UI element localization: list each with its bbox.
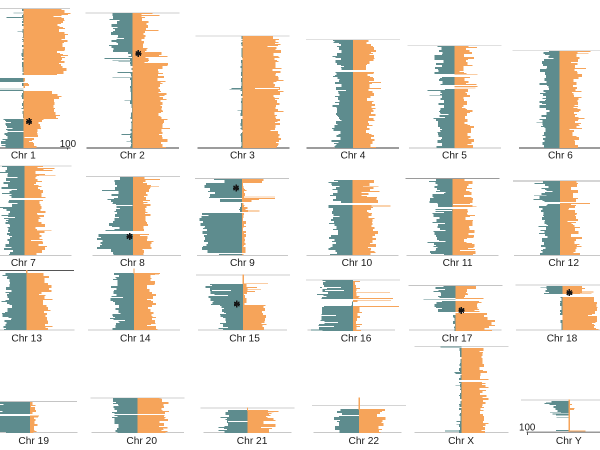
svg-text:Chr 19: Chr 19 (18, 436, 49, 447)
svg-text:Chr 20: Chr 20 (126, 436, 157, 447)
svg-text:Chr 11: Chr 11 (443, 258, 473, 269)
svg-text:Chr 4: Chr 4 (341, 150, 366, 161)
svg-text:Chr 12: Chr 12 (548, 258, 579, 269)
svg-text:Chr 17: Chr 17 (442, 334, 473, 345)
svg-text:100: 100 (60, 139, 77, 150)
svg-text:Chr 15: Chr 15 (229, 334, 260, 345)
svg-text:Chr 2: Chr 2 (120, 150, 145, 161)
svg-text:Chr 10: Chr 10 (342, 258, 373, 269)
svg-text:Chr 7: Chr 7 (11, 258, 36, 269)
svg-text:Chr X: Chr X (448, 436, 474, 447)
svg-text:Chr 5: Chr 5 (442, 150, 467, 161)
svg-text:Chr 6: Chr 6 (548, 150, 573, 161)
svg-text:100: 100 (519, 423, 536, 434)
svg-text:Chr 13: Chr 13 (11, 334, 42, 345)
svg-text:Chr 14: Chr 14 (120, 334, 151, 345)
svg-text:Chr 3: Chr 3 (230, 150, 255, 161)
svg-text:Chr 9: Chr 9 (230, 258, 255, 269)
svg-text:Chr 1: Chr 1 (11, 150, 36, 161)
svg-text:Chr 8: Chr 8 (120, 258, 145, 269)
svg-text:Chr 16: Chr 16 (341, 334, 372, 345)
svg-text:Chr 21: Chr 21 (237, 436, 268, 447)
svg-text:Chr Y: Chr Y (556, 436, 582, 447)
svg-text:Chr 22: Chr 22 (349, 436, 380, 447)
svg-text:Chr 18: Chr 18 (547, 334, 578, 345)
